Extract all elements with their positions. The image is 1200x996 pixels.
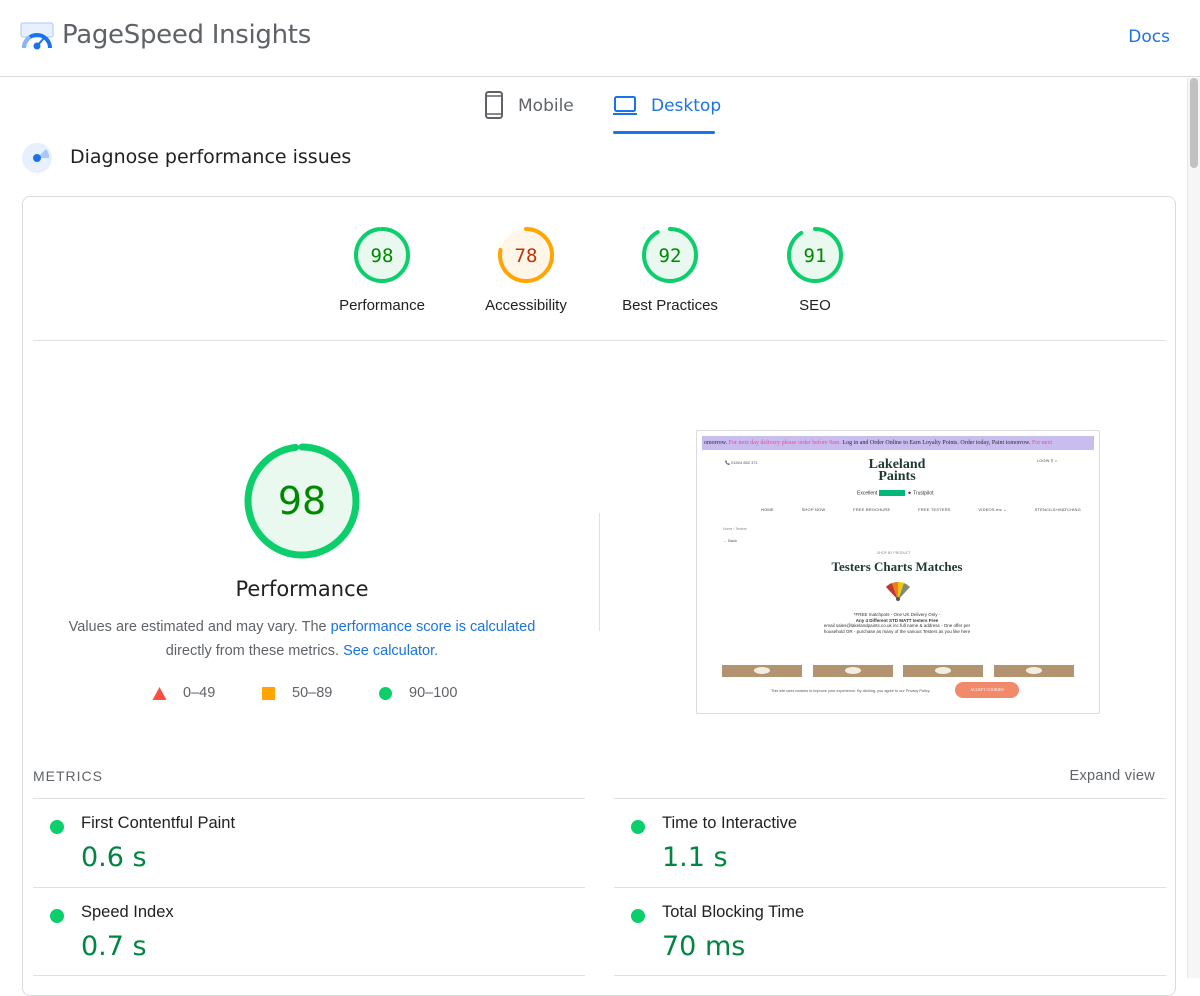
divider [33, 340, 1166, 341]
gauge-label: SEO [799, 297, 831, 314]
pass-circle-icon [631, 820, 645, 834]
thumb-breadcrumb: Home › Testers [723, 527, 747, 531]
tab-desktop[interactable]: Desktop [613, 90, 721, 134]
pass-circle-icon [631, 909, 645, 923]
diagnose-title: Diagnose performance issues [70, 146, 352, 168]
thumb-login: LOGIN ⚲ ⌂ [1037, 458, 1058, 463]
active-tab-indicator [613, 131, 715, 134]
divider [614, 798, 1166, 799]
performance-gauge-large: 98 [244, 443, 360, 559]
metric-name: Time to Interactive [662, 814, 798, 832]
performance-score-value: 98 [278, 479, 326, 523]
gauge-value: 91 [804, 245, 827, 267]
page-scrollbar[interactable] [1187, 78, 1200, 978]
scrollbar-thumb[interactable] [1190, 78, 1198, 168]
metric-name: Speed Index [81, 903, 174, 921]
thumb-nav: HOME SHOP NOW FREE BROCHURE FREE TESTERS VID… [761, 507, 1081, 512]
tab-desktop-label: Desktop [651, 96, 722, 116]
page-screenshot: omorrow. For next day delivery please or… [696, 430, 1100, 714]
note-text: Values are estimated and may vary. The [68, 619, 331, 635]
lighthouse-icon [22, 143, 52, 173]
gauge-value: 92 [659, 245, 682, 267]
thumb-back: ← Back [723, 538, 738, 543]
phone-icon [485, 91, 503, 119]
note-text: directly from these metrics. [165, 643, 344, 659]
thumb-cookie-text: This site uses cookies to improve your e… [771, 689, 931, 693]
gauge-label: Performance [339, 297, 425, 314]
performance-label: Performance [235, 577, 369, 601]
metric-value: 1.1 s [662, 842, 728, 873]
performance-score-link[interactable]: performance score is calculated [330, 619, 536, 635]
expand-view-button[interactable]: Expand view [1069, 768, 1155, 784]
metric-value: 0.7 s [81, 931, 147, 962]
laptop-icon [613, 96, 637, 115]
thumb-banner: omorrow. For next day delivery please or… [702, 436, 1094, 450]
gauge-value: 78 [515, 245, 538, 267]
tab-mobile[interactable]: Mobile [484, 90, 574, 134]
gauge-label: Accessibility [485, 297, 567, 314]
thumb-offer-text: *FREE matchpots - One UK Delivery Only -… [823, 612, 971, 634]
legend-fail: 0–49 [152, 685, 215, 701]
thumb-trustpilot: Excellent ★ Trustpilot [857, 490, 934, 497]
legend-range: 90–100 [409, 685, 458, 701]
metric-value: 70 ms [662, 931, 746, 962]
divider [614, 887, 1166, 888]
metric-value: 0.6 s [81, 842, 147, 873]
legend-average: 50–89 [261, 685, 332, 701]
thumb-phone: 📞 01524 852 371 [725, 460, 758, 465]
metric-name: Total Blocking Time [662, 903, 805, 921]
divider [33, 887, 585, 888]
color-fan-icon [886, 581, 910, 601]
pass-circle-icon [50, 820, 64, 834]
legend-range: 50–89 [292, 685, 333, 701]
score-gauge-best-practices[interactable]: 92 Best Practices [595, 225, 745, 314]
thumb-brand-logo: Lakeland Paints [868, 457, 926, 484]
docs-link[interactable]: Docs [1128, 27, 1170, 47]
legend-range: 0–49 [183, 685, 216, 701]
score-gauge-accessibility[interactable]: 78 Accessibility [451, 225, 601, 314]
legend-pass: 90–100 [378, 685, 457, 701]
report-card: 98 Performance 78 Accessibility 92 Best … [22, 196, 1176, 996]
app-title[interactable]: PageSpeed Insights [62, 20, 311, 50]
gauge-ring: 98 [354, 227, 410, 283]
metrics-title: METRICS [33, 768, 103, 784]
divider [599, 513, 600, 631]
square-icon [262, 686, 275, 700]
thumb-product-tiles [722, 665, 1074, 677]
see-calculator-link[interactable]: See calculator. [343, 643, 439, 659]
tab-mobile-label: Mobile [518, 96, 574, 116]
thumb-accept-cookies: ACCEPT COOKIES [955, 682, 1019, 698]
triangle-icon [152, 686, 167, 700]
gauge-ring: 78 [498, 227, 554, 283]
app-header: PageSpeed Insights Docs [0, 0, 1200, 77]
divider [33, 975, 585, 976]
metric-name: First Contentful Paint [81, 814, 236, 832]
pass-circle-icon [50, 909, 64, 923]
pagespeed-logo-icon[interactable] [20, 22, 54, 52]
thumb-heading: Testers Charts Matches [831, 559, 963, 574]
gauge-ring: 92 [642, 227, 698, 283]
performance-note: Values are estimated and may vary. The p… [53, 615, 551, 663]
score-gauge-seo[interactable]: 91 SEO [740, 225, 890, 314]
score-gauge-performance[interactable]: 98 Performance [307, 225, 457, 314]
gauge-label: Best Practices [622, 297, 718, 314]
circle-icon [379, 686, 392, 700]
gauge-ring: 91 [787, 227, 843, 283]
divider [33, 798, 585, 799]
thumb-shop-by: SHOP BY PRODUCT [877, 551, 911, 555]
divider [614, 975, 1166, 976]
gauge-value: 98 [371, 245, 394, 267]
